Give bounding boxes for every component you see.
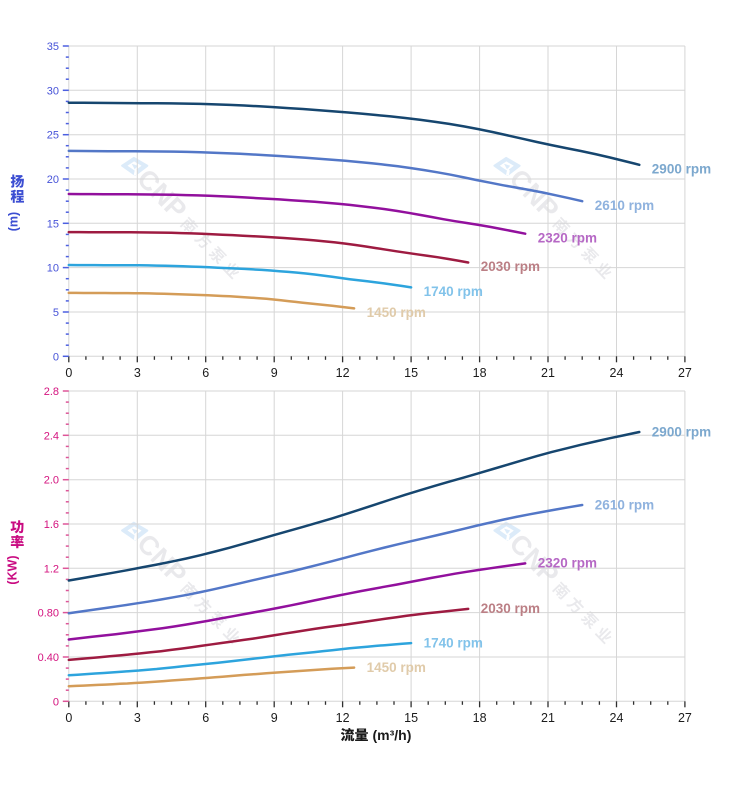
svg-text:15: 15 xyxy=(404,711,418,725)
svg-text:5: 5 xyxy=(53,307,59,319)
svg-text:1740 rpm: 1740 rpm xyxy=(424,635,483,650)
svg-text:6: 6 xyxy=(202,366,209,380)
svg-text:2320 rpm: 2320 rpm xyxy=(538,556,597,571)
svg-text:2030 rpm: 2030 rpm xyxy=(481,601,540,616)
svg-text:3: 3 xyxy=(134,711,141,725)
svg-text:12: 12 xyxy=(336,366,350,380)
svg-text:(m³/h): (m³/h) xyxy=(373,727,412,743)
svg-text:0.80: 0.80 xyxy=(38,608,59,620)
svg-text:30: 30 xyxy=(47,85,59,97)
svg-text:2.0: 2.0 xyxy=(44,475,59,487)
svg-text:1.6: 1.6 xyxy=(44,519,59,531)
svg-text:3: 3 xyxy=(134,366,141,380)
svg-text:9: 9 xyxy=(271,366,278,380)
svg-text:1450 rpm: 1450 rpm xyxy=(367,660,426,675)
svg-text:2610 rpm: 2610 rpm xyxy=(595,198,654,213)
svg-text:35: 35 xyxy=(47,41,59,53)
svg-text:24: 24 xyxy=(610,711,624,725)
svg-text:(KW): (KW) xyxy=(6,555,20,584)
svg-text:24: 24 xyxy=(610,366,624,380)
svg-text:10: 10 xyxy=(47,263,59,275)
svg-text:6: 6 xyxy=(202,711,209,725)
svg-text:2030 rpm: 2030 rpm xyxy=(481,259,540,274)
svg-text:18: 18 xyxy=(473,711,487,725)
svg-text:0: 0 xyxy=(65,711,72,725)
svg-text:1450 rpm: 1450 rpm xyxy=(367,305,426,320)
svg-text:2.8: 2.8 xyxy=(44,386,59,398)
svg-text:0: 0 xyxy=(53,696,59,708)
svg-text:21: 21 xyxy=(541,711,555,725)
svg-text:1740 rpm: 1740 rpm xyxy=(424,284,483,299)
svg-text:15: 15 xyxy=(404,366,418,380)
svg-text:2610 rpm: 2610 rpm xyxy=(595,497,654,512)
svg-text:12: 12 xyxy=(336,711,350,725)
svg-text:27: 27 xyxy=(678,711,692,725)
svg-text:(m): (m) xyxy=(6,212,20,231)
svg-text:0.40: 0.40 xyxy=(38,652,59,664)
svg-text:9: 9 xyxy=(271,711,278,725)
svg-text:0: 0 xyxy=(65,366,72,380)
svg-text:27: 27 xyxy=(678,366,692,380)
svg-text:18: 18 xyxy=(473,366,487,380)
svg-text:2900 rpm: 2900 rpm xyxy=(652,424,711,439)
svg-text:15: 15 xyxy=(47,218,59,230)
svg-text:2320 rpm: 2320 rpm xyxy=(538,230,597,245)
svg-text:25: 25 xyxy=(47,130,59,142)
svg-text:2900 rpm: 2900 rpm xyxy=(652,162,711,177)
svg-text:20: 20 xyxy=(47,174,59,186)
svg-text:0: 0 xyxy=(53,351,59,363)
svg-text:21: 21 xyxy=(541,366,555,380)
svg-text:1.2: 1.2 xyxy=(44,563,59,575)
svg-text:2.4: 2.4 xyxy=(44,430,59,442)
